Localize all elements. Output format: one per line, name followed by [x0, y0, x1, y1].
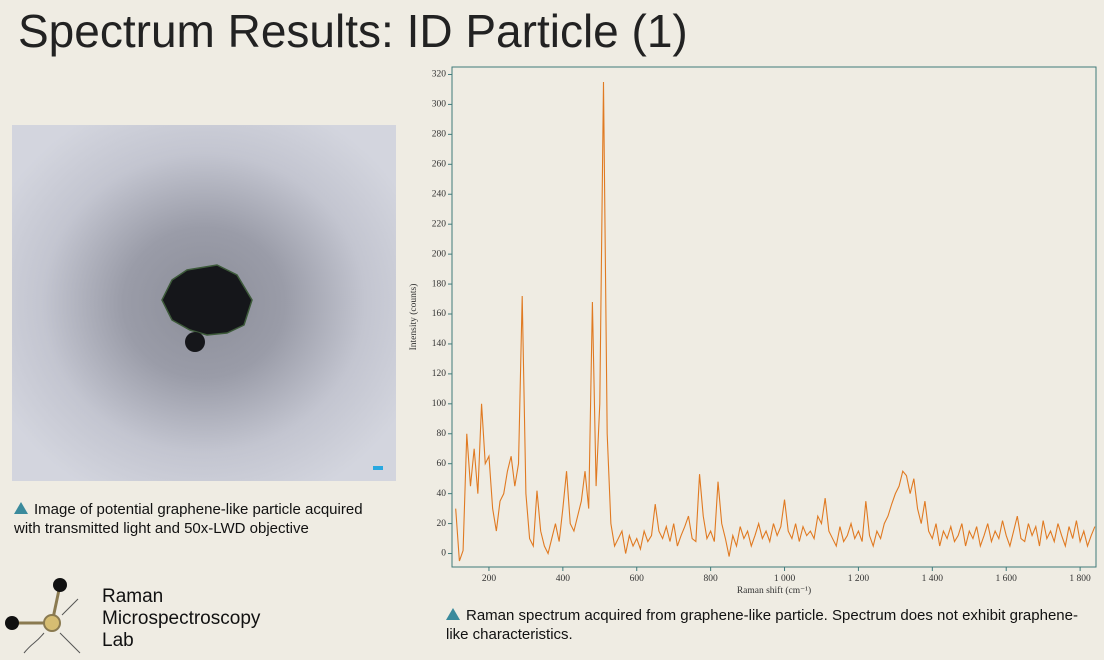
y-tick-label: 320 [432, 70, 447, 80]
logo-line: Microspectroscopy [102, 608, 261, 629]
y-tick-label: 40 [437, 489, 447, 499]
logo-icon [5, 578, 81, 654]
y-tick-label: 300 [432, 100, 447, 110]
x-axis-label: Raman shift (cm⁻¹) [737, 585, 811, 596]
y-tick-label: 240 [432, 189, 447, 199]
x-tick-label: 1 400 [922, 574, 944, 584]
y-tick-label: 20 [437, 519, 447, 529]
y-tick-label: 140 [432, 339, 447, 349]
y-tick-label: 220 [432, 219, 447, 229]
spectrum-line [455, 81, 1096, 562]
x-tick-label: 400 [556, 574, 571, 584]
plot-frame [451, 66, 1097, 568]
y-tick-label: 120 [432, 369, 447, 379]
chart: Intensity (counts) Raman shift (cm⁻¹) 0 2… [408, 66, 1097, 596]
logo-text: Raman Microspectroscopy Lab [102, 586, 260, 652]
caption-text: Image of potential graphene-like particl… [14, 501, 363, 537]
x-tick-label: 1 800 [1069, 574, 1091, 584]
y-tick-label: 260 [432, 159, 447, 169]
chart-caption: Raman spectrum acquired from graphene-li… [446, 606, 1086, 644]
y-tick-label: 0 [441, 549, 446, 559]
y-tick-label: 160 [432, 309, 447, 319]
x-tick-label: 200 [482, 574, 497, 584]
particle-image [12, 125, 396, 481]
y-tick-label: 80 [437, 429, 447, 439]
logo-line: Lab [102, 630, 134, 651]
y-tick-label: 200 [432, 249, 447, 259]
y-tick-label: 100 [432, 399, 447, 409]
y-tick-label: 60 [437, 459, 447, 469]
x-tick-label: 600 [630, 574, 645, 584]
caption-text: Raman spectrum acquired from graphene-li… [446, 607, 1078, 643]
y-tick-label: 180 [432, 279, 447, 289]
x-tick-label: 1 200 [848, 574, 870, 584]
x-tick-label: 800 [704, 574, 719, 584]
slide-title: Spectrum Results: ID Particle (1) [18, 5, 688, 57]
logo-line: Raman [102, 586, 164, 607]
x-tick-label: 1 600 [996, 574, 1018, 584]
y-tick-label: 280 [432, 130, 447, 140]
y-axis-label: Intensity (counts) [408, 284, 419, 351]
x-tick-label: 1 000 [774, 574, 796, 584]
image-caption: Image of potential graphene-like particl… [14, 500, 364, 538]
